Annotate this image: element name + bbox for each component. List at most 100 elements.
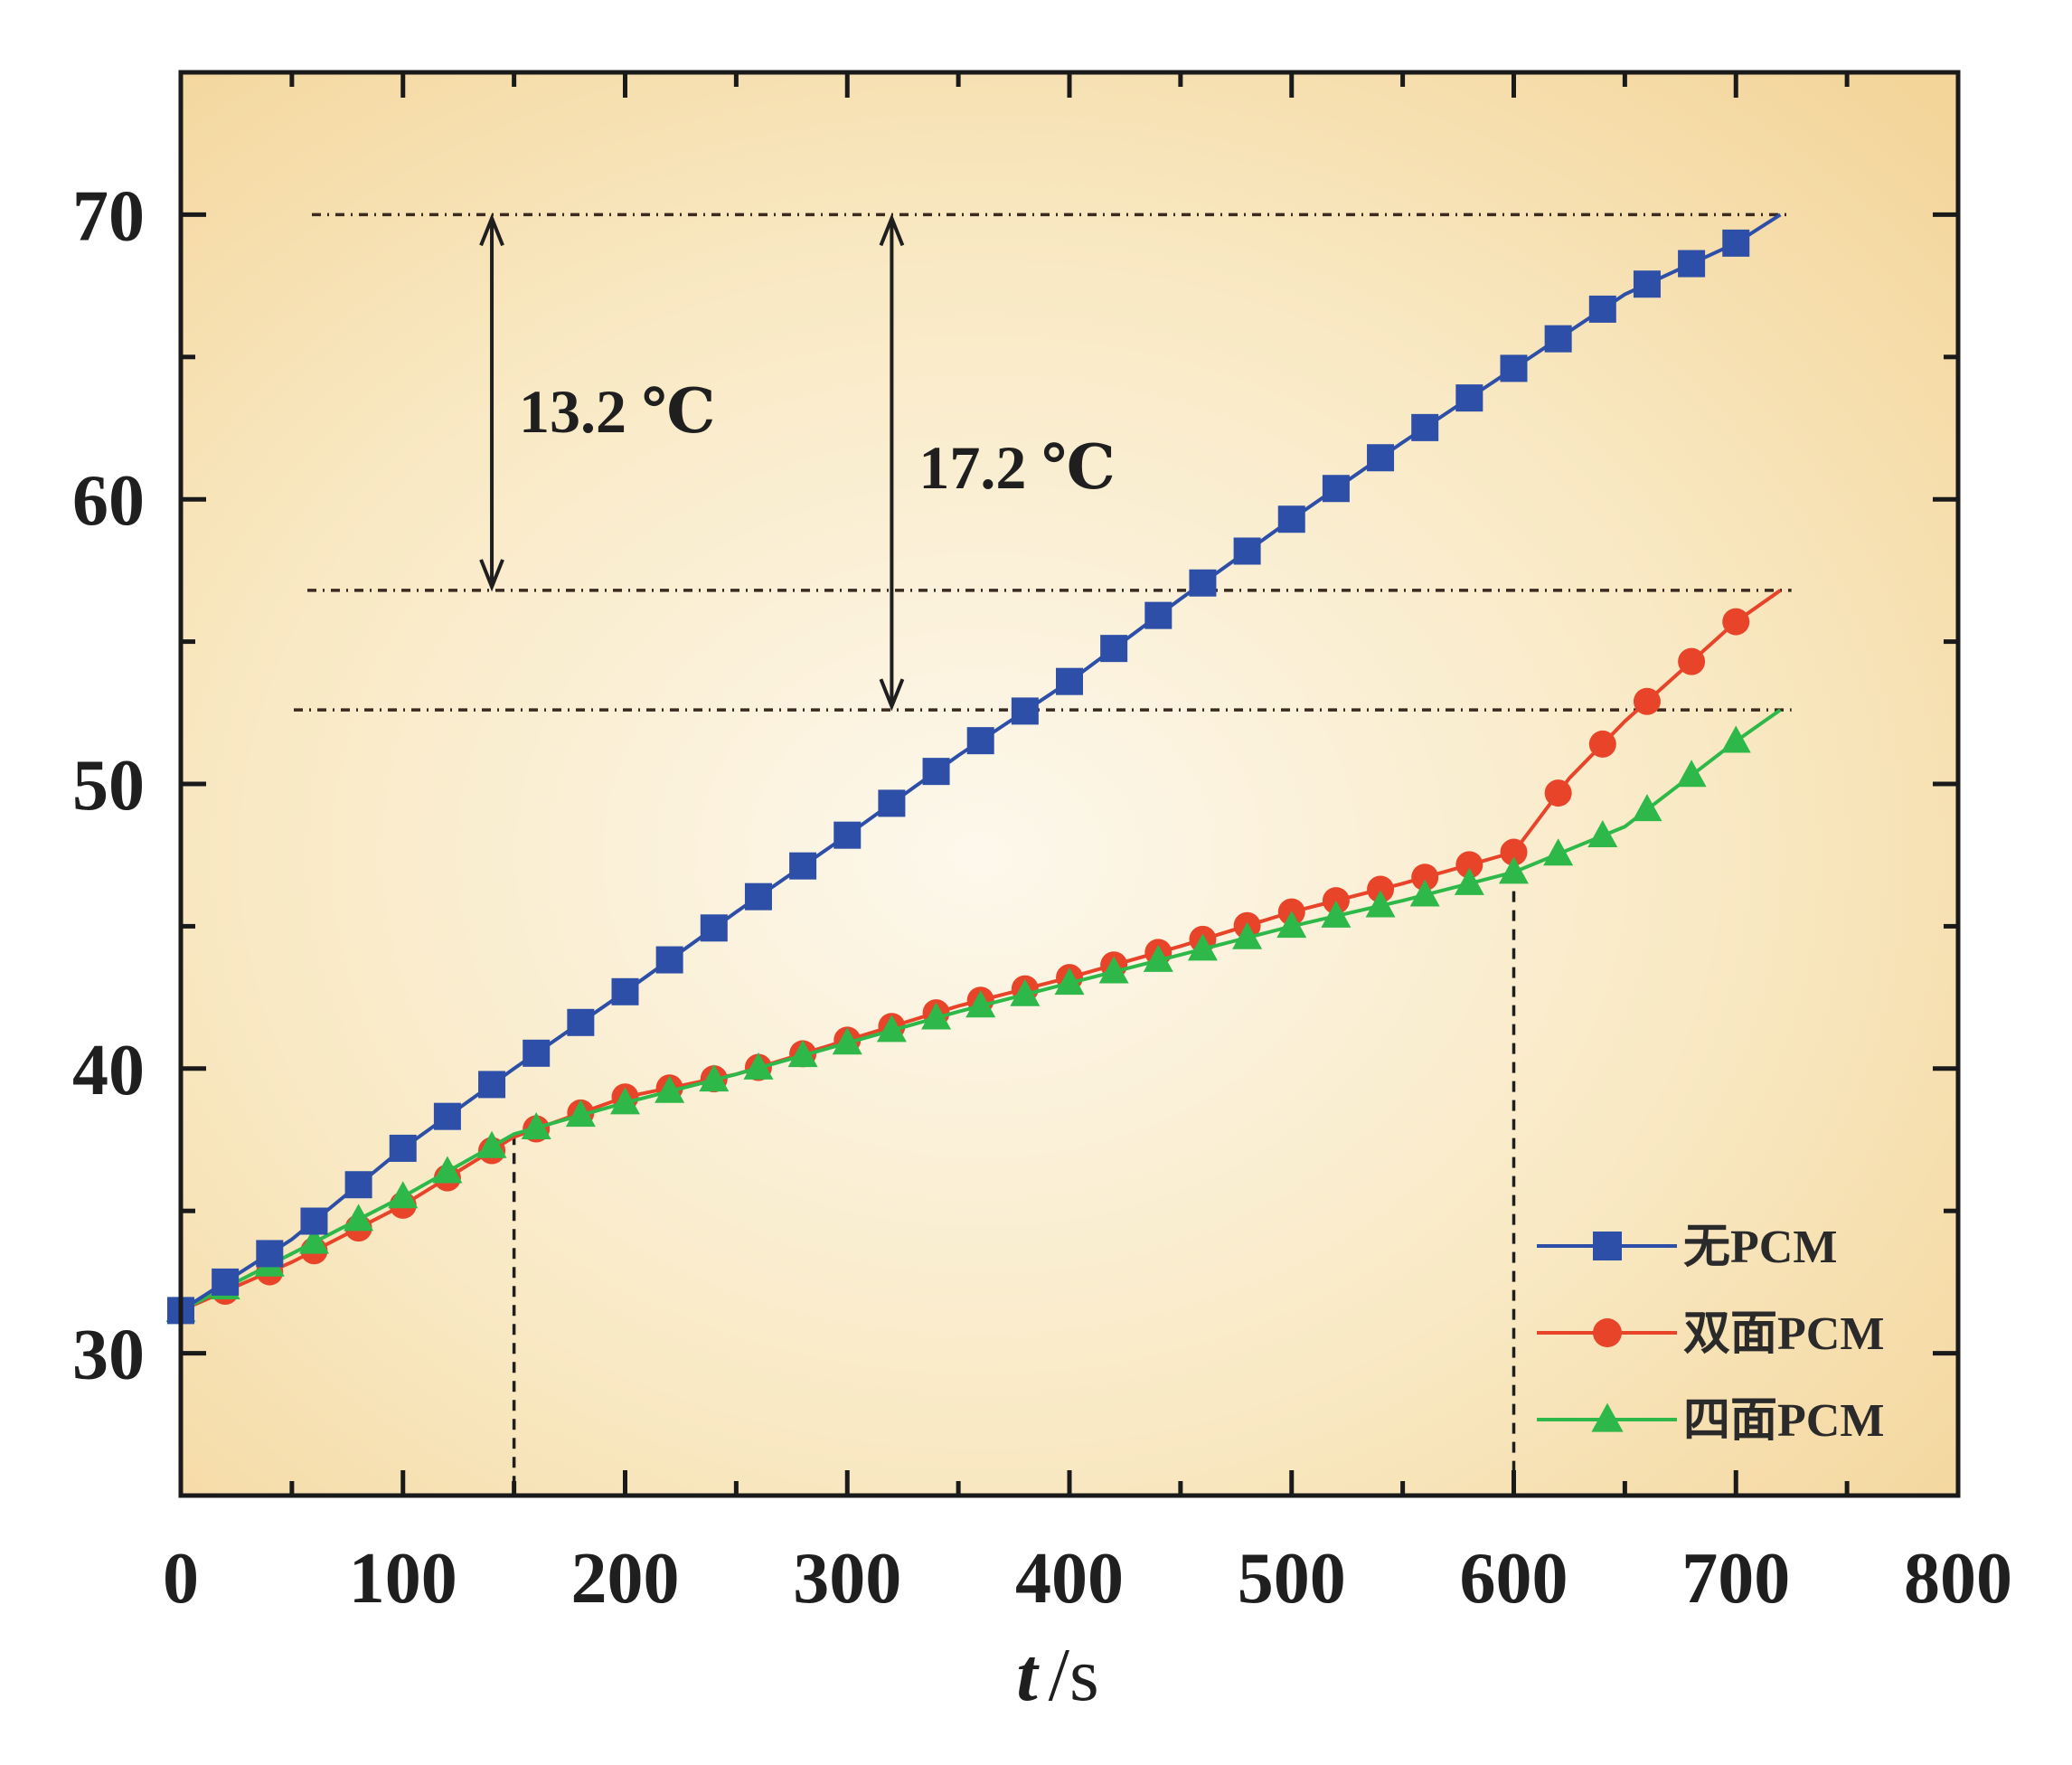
data-point xyxy=(832,1027,862,1055)
x-tick-label: 700 xyxy=(1681,1539,1790,1619)
data-point xyxy=(212,1268,240,1296)
data-point xyxy=(965,990,996,1018)
x-tick-label: 500 xyxy=(1238,1539,1346,1619)
data-point xyxy=(1233,537,1261,565)
data-point xyxy=(1011,697,1039,725)
data-point xyxy=(1588,730,1616,758)
data-point xyxy=(567,1008,595,1036)
y-tick-label: 40 xyxy=(72,1031,145,1110)
data-point xyxy=(789,852,817,880)
y-tick-label: 70 xyxy=(72,176,145,256)
legend-label: 四面PCM xyxy=(1683,1395,1884,1447)
data-point xyxy=(1593,1318,1622,1347)
data-point xyxy=(1056,667,1083,695)
series-layer xyxy=(165,212,1782,1325)
data-point xyxy=(787,1040,818,1068)
data-point xyxy=(1591,1402,1624,1432)
data-point xyxy=(1187,933,1218,961)
series-1 xyxy=(167,212,1782,1325)
data-point xyxy=(1593,1232,1622,1260)
data-point xyxy=(655,946,683,974)
data-point xyxy=(1010,978,1041,1006)
data-point xyxy=(1633,270,1661,298)
x-tick-label: 600 xyxy=(1460,1539,1568,1619)
x-tick-label: 800 xyxy=(1904,1539,2012,1619)
data-point xyxy=(1143,944,1173,972)
data-point xyxy=(478,1071,506,1099)
data-point xyxy=(256,1240,284,1268)
x-tick-label: 200 xyxy=(571,1539,680,1619)
data-point xyxy=(1232,921,1263,949)
data-point xyxy=(433,1102,461,1130)
data-point xyxy=(876,1015,907,1043)
data-point xyxy=(1144,601,1173,629)
data-point xyxy=(476,1130,507,1158)
legend-label: 双面PCM xyxy=(1683,1308,1884,1360)
data-point xyxy=(1543,838,1574,866)
data-point xyxy=(611,977,639,1005)
data-point xyxy=(834,821,862,849)
data-point xyxy=(389,1134,417,1162)
legend-item: 四面PCM xyxy=(1537,1395,1884,1447)
data-point xyxy=(1189,569,1217,597)
data-point xyxy=(1411,413,1439,441)
data-point xyxy=(298,1226,329,1254)
data-point xyxy=(699,1064,730,1092)
y-tick-label: 50 xyxy=(72,746,145,826)
data-point xyxy=(344,1203,374,1232)
axis-ticks xyxy=(178,70,1961,1498)
data-point xyxy=(344,1171,372,1199)
data-point xyxy=(610,1087,640,1115)
data-point xyxy=(1411,864,1439,892)
data-point xyxy=(300,1207,328,1235)
data-point xyxy=(1500,354,1528,382)
data-point xyxy=(1720,725,1751,753)
data-point xyxy=(1367,875,1395,903)
data-point xyxy=(1544,325,1572,353)
data-point xyxy=(1588,295,1616,323)
x-axis-title-unit: /s xyxy=(1049,1633,1099,1717)
data-point xyxy=(878,789,906,817)
plot-background xyxy=(181,72,1958,1496)
data-point xyxy=(1722,608,1750,636)
data-point xyxy=(1321,900,1352,928)
data-point xyxy=(1722,229,1750,257)
data-point xyxy=(744,882,772,911)
data-point xyxy=(432,1156,463,1184)
data-point xyxy=(700,914,728,942)
tick-labels: 0 100 200 300 400 500 600 700 800 30 40 50 60 70 xyxy=(72,176,2012,1619)
data-point xyxy=(1455,851,1483,879)
data-point xyxy=(921,1002,952,1030)
data-point xyxy=(966,727,994,755)
arrow-head-up xyxy=(879,213,905,247)
data-point xyxy=(1676,760,1707,788)
data-point xyxy=(1499,856,1529,884)
reference-lines xyxy=(294,212,1792,1496)
annotation-label: 13.2 ℃ xyxy=(519,377,715,446)
data-point xyxy=(388,1181,419,1209)
data-point xyxy=(1054,967,1085,996)
y-tick-label: 60 xyxy=(72,461,145,541)
data-point xyxy=(1367,444,1395,472)
arrow-head-up xyxy=(479,213,504,247)
arrow-head-down xyxy=(879,678,905,712)
series-line xyxy=(180,708,1782,1313)
data-point xyxy=(1678,647,1706,675)
y-tick-label: 30 xyxy=(72,1316,145,1395)
data-point xyxy=(523,1039,551,1067)
data-point xyxy=(1098,956,1129,984)
data-point xyxy=(1322,475,1350,503)
data-point xyxy=(1365,890,1396,918)
data-point xyxy=(565,1100,596,1128)
data-point xyxy=(1633,687,1661,715)
legend-item: 无PCM xyxy=(1537,1222,1837,1273)
data-point xyxy=(1632,794,1662,822)
x-tick-label: 100 xyxy=(349,1539,457,1619)
data-point xyxy=(1454,867,1484,895)
legend-item: 双面PCM xyxy=(1537,1308,1884,1360)
data-point xyxy=(743,1052,774,1080)
data-point xyxy=(1100,635,1128,663)
data-point xyxy=(1587,820,1618,848)
x-axis-title-variable: t xyxy=(1016,1633,1040,1717)
